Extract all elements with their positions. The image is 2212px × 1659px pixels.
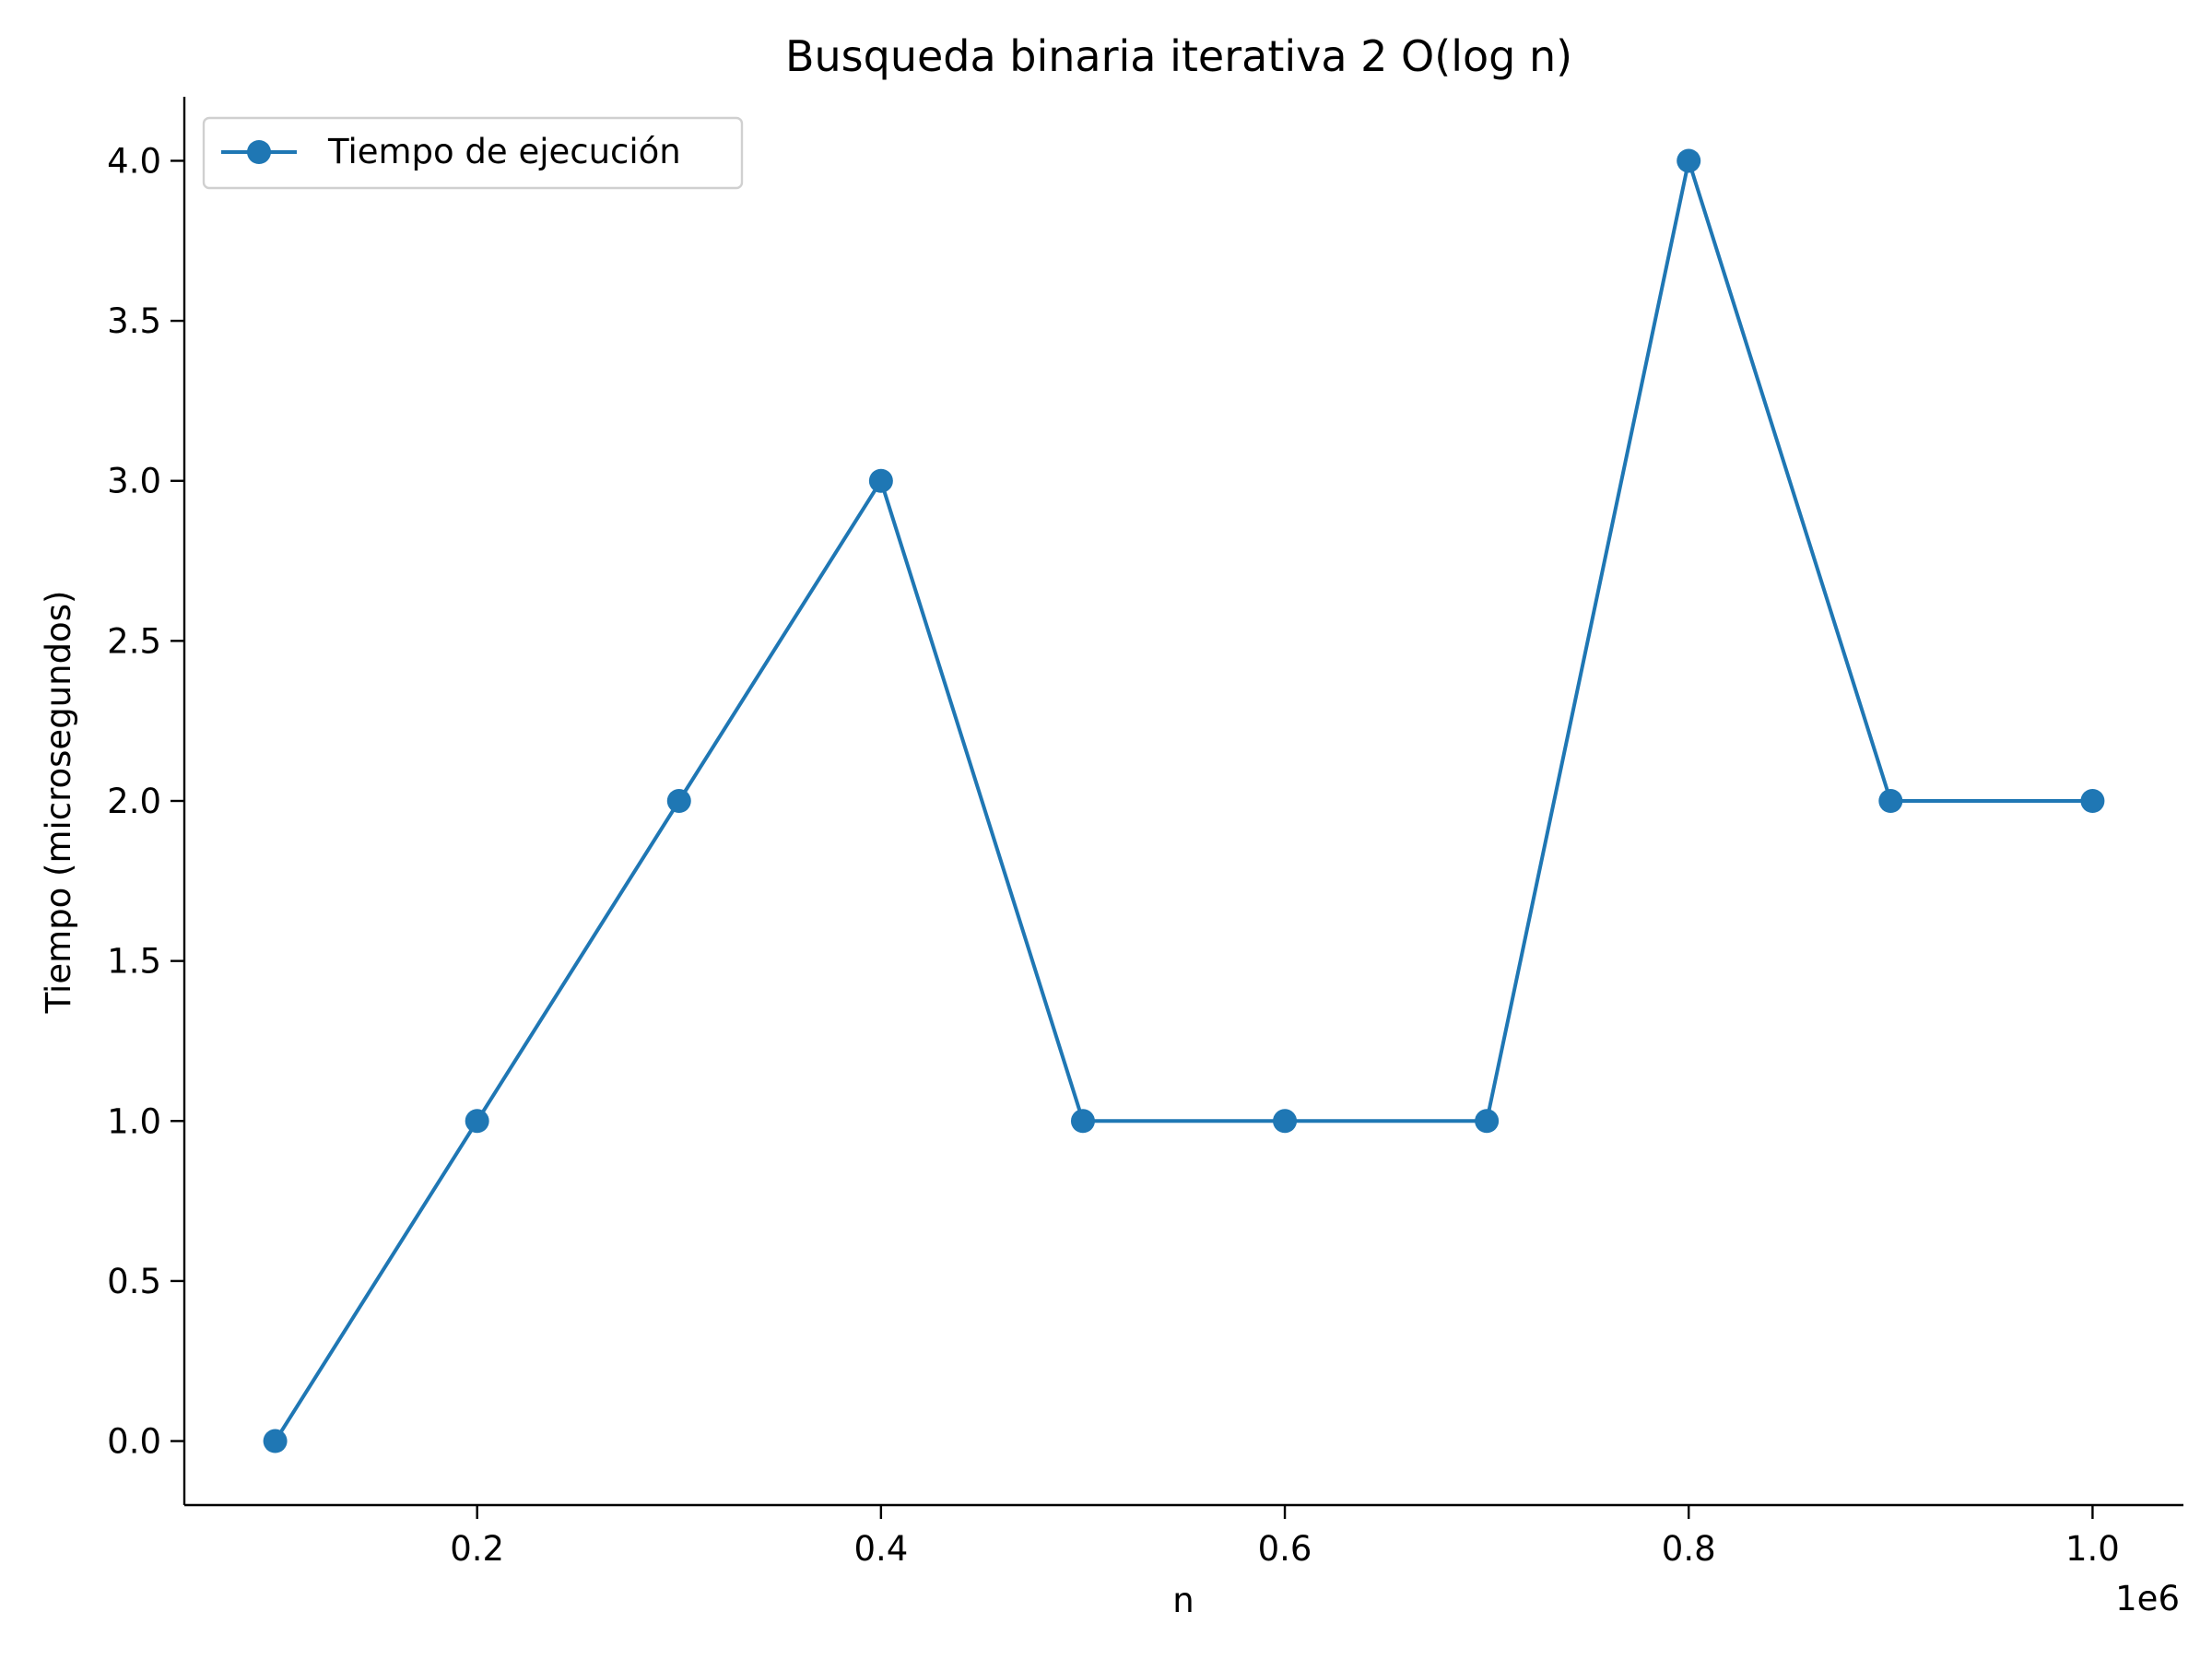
data-point <box>263 1429 288 1453</box>
y-axis-label: Tiempo (microsegundos) <box>39 591 78 1015</box>
y-tick-label: 3.0 <box>107 462 161 501</box>
y-tick-label: 0.5 <box>107 1262 161 1301</box>
y-tick-label: 1.0 <box>107 1101 161 1141</box>
data-point <box>1878 789 1903 813</box>
data-point <box>666 789 691 813</box>
x-axis-offset-label: 1e6 <box>2115 1579 2180 1618</box>
x-axis-ticks: 0.2 0.4 0.6 0.8 1.0 <box>450 1505 2120 1569</box>
x-tick-label: 1.0 <box>2065 1529 2120 1569</box>
y-tick-label: 4.0 <box>107 141 161 181</box>
data-point <box>1070 1109 1095 1134</box>
y-tick-label: 1.5 <box>107 942 161 982</box>
legend-marker-swatch <box>247 140 271 164</box>
data-point <box>2080 789 2105 813</box>
x-tick-label: 0.2 <box>450 1529 504 1569</box>
x-tick-label: 0.4 <box>853 1529 908 1569</box>
data-point <box>1273 1109 1298 1134</box>
chart-title: Busqueda binaria iterativa 2 O(log n) <box>785 31 1572 81</box>
x-tick-label: 0.6 <box>1258 1529 1312 1569</box>
data-point <box>1475 1109 1500 1134</box>
legend-frame <box>202 116 744 190</box>
y-tick-label: 3.5 <box>107 301 161 341</box>
legend-entry-label: Tiempo de ejecución <box>327 132 681 171</box>
y-tick-label: 2.0 <box>107 782 161 821</box>
data-point <box>1677 148 1701 173</box>
plot-area <box>263 148 2105 1453</box>
data-point <box>868 468 893 493</box>
data-point <box>465 1109 489 1134</box>
series-line <box>273 159 2093 1442</box>
x-axis-label: n <box>1172 1581 1194 1620</box>
y-axis-ticks: 0.0 0.5 1.0 1.5 2.0 2.5 3.0 3.5 4.0 <box>107 141 184 1462</box>
y-tick-label: 2.5 <box>107 621 161 661</box>
y-tick-label: 0.0 <box>107 1422 161 1462</box>
x-tick-label: 0.8 <box>1662 1529 1716 1569</box>
legend: Tiempo de ejecución <box>202 116 744 190</box>
